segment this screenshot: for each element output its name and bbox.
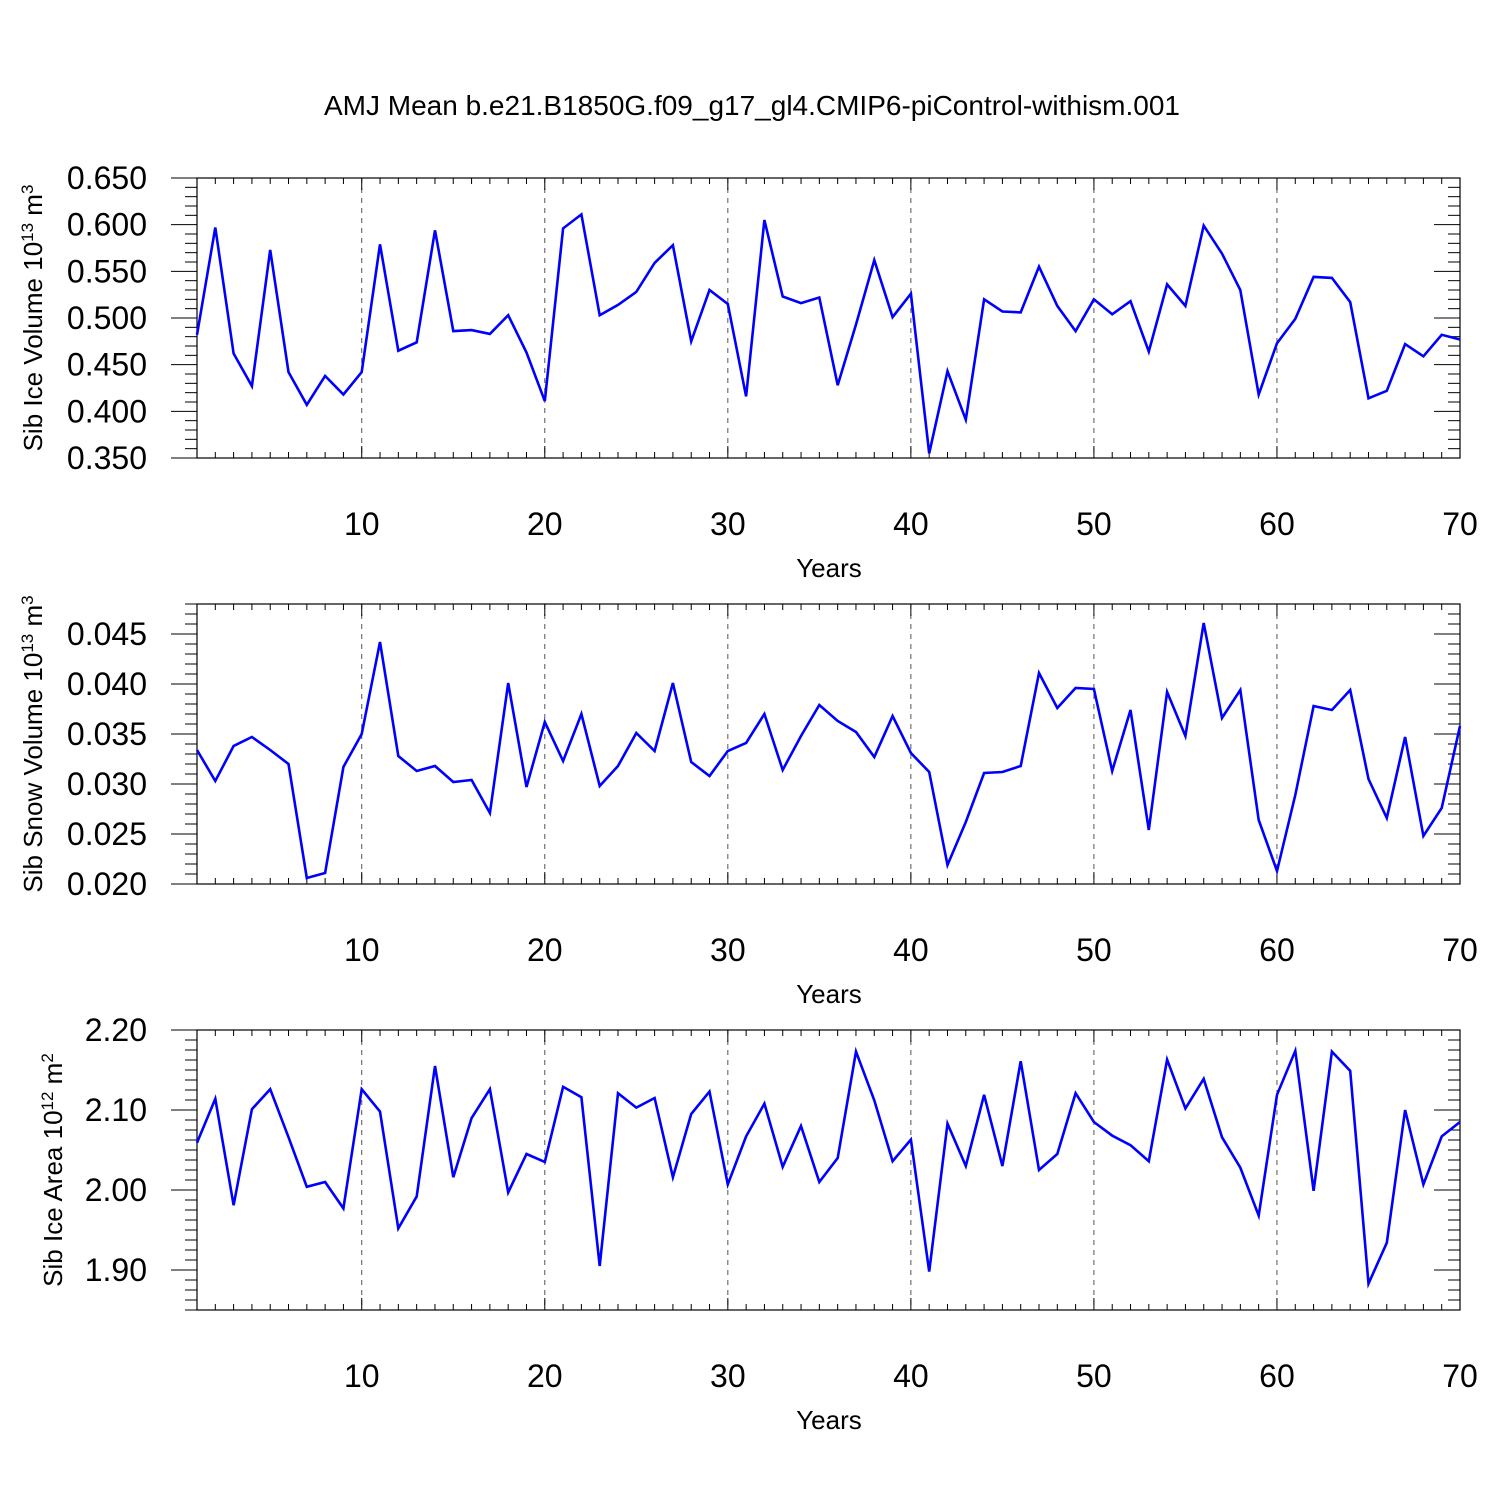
x-tick-label: 30: [710, 506, 746, 542]
y-axis-label-superscript: 3: [18, 595, 37, 604]
y-axis-label-part: m: [18, 194, 48, 223]
y-axis-label-part: Sib Ice Volume 10: [18, 242, 48, 452]
x-tick-label: 70: [1442, 1358, 1478, 1394]
y-tick-label: 1.90: [85, 1252, 147, 1288]
x-tick-label: 10: [344, 1358, 380, 1394]
y-axis-label-superscript: 13: [18, 223, 37, 242]
x-axis-label: Years: [796, 1405, 862, 1435]
y-tick-label: 0.400: [67, 393, 147, 429]
x-tick-label: 60: [1259, 932, 1295, 968]
y-tick-label: 2.20: [85, 1012, 147, 1048]
y-tick-label: 0.045: [67, 616, 147, 652]
x-axis-label: Years: [796, 553, 862, 583]
x-axis-label: Years: [796, 979, 862, 1009]
y-tick-label: 0.650: [67, 160, 147, 196]
plot-frame: [196, 1029, 1461, 1311]
x-tick-label: 10: [344, 932, 380, 968]
x-tick-label: 50: [1076, 506, 1112, 542]
chart-panel-3: 1.90 2.00 2.10 2.20 10 20 30 40 50 60 70 Years Sib I…: [38, 1012, 1478, 1435]
y-axis-label-superscript: 13: [18, 634, 37, 653]
y-tick-label: 2.00: [85, 1172, 147, 1208]
y-axis-label-part: m: [38, 1063, 68, 1092]
chart-title: AMJ Mean b.e21.B1850G.f09_g17_gl4.CMIP6-…: [324, 90, 1180, 121]
panels: 0.350 0.400 0.450 0.500 0.550 0.600 0.650 10 20 3…: [18, 160, 1478, 1435]
x-tick-label: 70: [1442, 506, 1478, 542]
y-tick-label: 0.035: [67, 716, 147, 752]
y-axis-label-superscript: 3: [18, 185, 37, 194]
y-tick-label: 0.030: [67, 766, 147, 802]
x-tick-label: 20: [527, 932, 563, 968]
x-tick-label: 10: [344, 506, 380, 542]
y-tick-label: 0.025: [67, 816, 147, 852]
x-tick-label: 20: [527, 1358, 563, 1394]
x-tick-label: 50: [1076, 1358, 1112, 1394]
chart-panel-1: 0.350 0.400 0.450 0.500 0.550 0.600 0.650 10 20 3…: [18, 160, 1478, 583]
plot-frame: [196, 177, 1461, 459]
series-line: [195, 212, 1461, 454]
chart-panel-2: 0.020 0.025 0.030 0.035 0.040 0.045 10 20 30 40 50…: [18, 595, 1478, 1009]
y-tick-label: 0.450: [67, 347, 147, 383]
y-axis-label-part: Sib Snow Volume 10: [18, 653, 48, 893]
x-tick-label: 30: [710, 932, 746, 968]
y-axis-label-part: m: [18, 605, 48, 634]
y-tick-label: 2.10: [85, 1092, 147, 1128]
x-tick-label: 30: [710, 1358, 746, 1394]
y-tick-label: 0.550: [67, 253, 147, 289]
y-axis-label: Sib Snow Volume 1013 m3: [18, 595, 48, 892]
series-line: [195, 622, 1462, 880]
y-tick-label: 0.500: [67, 300, 147, 336]
x-tick-label: 40: [893, 506, 929, 542]
y-axis-label-superscript: 12: [38, 1092, 57, 1111]
x-tick-label: 60: [1259, 1358, 1295, 1394]
y-tick-label: 0.600: [67, 207, 147, 243]
y-axis-label: Sib Ice Area 1012 m2: [38, 1053, 68, 1287]
y-axis-label: Sib Ice Volume 1013 m3: [18, 185, 48, 452]
y-axis-label-part: Sib Ice Area 10: [38, 1110, 68, 1286]
y-tick-label: 0.020: [67, 866, 147, 902]
y-tick-label: 0.350: [67, 440, 147, 476]
x-tick-label: 40: [893, 1358, 929, 1394]
plot-frame: [196, 603, 1461, 885]
y-tick-label: 0.040: [67, 666, 147, 702]
x-tick-label: 70: [1442, 932, 1478, 968]
x-tick-label: 40: [893, 932, 929, 968]
x-tick-label: 60: [1259, 506, 1295, 542]
x-tick-label: 50: [1076, 932, 1112, 968]
y-axis-label-superscript: 2: [38, 1053, 57, 1062]
x-tick-label: 20: [527, 506, 563, 542]
series-line: [195, 1045, 1461, 1289]
